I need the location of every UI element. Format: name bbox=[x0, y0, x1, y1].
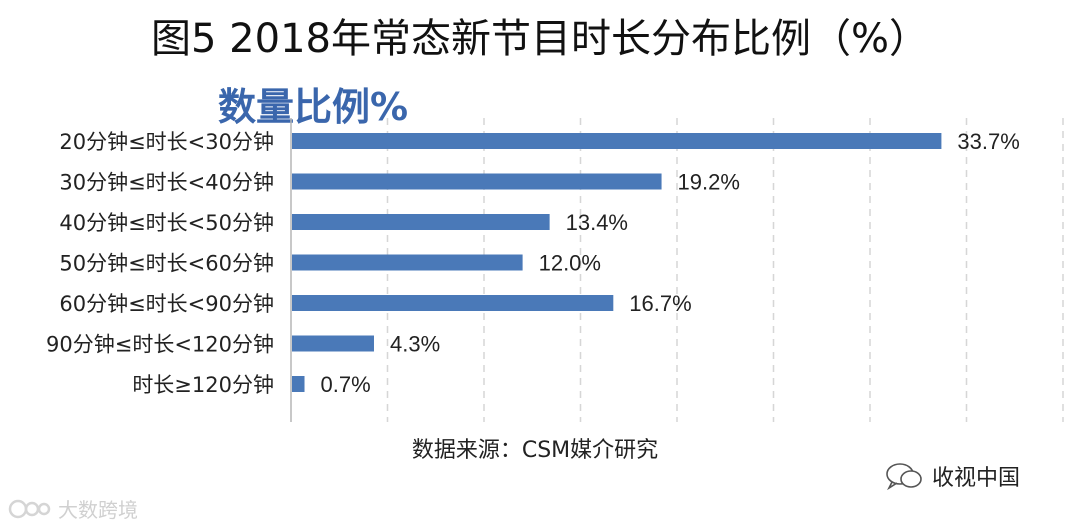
category-label: 时长≥120分钟 bbox=[132, 373, 274, 397]
data-label: 12.0% bbox=[539, 251, 601, 276]
chart-subtitle: 数量比例% bbox=[218, 85, 409, 129]
watermark: 大数跨境 bbox=[8, 494, 138, 523]
bar bbox=[292, 133, 942, 149]
data-label: 4.3% bbox=[390, 332, 440, 357]
category-label: 20分钟≤时长<30分钟 bbox=[59, 130, 274, 154]
chart-title: 图5 2018年常态新节目时长分布比例（%） bbox=[151, 16, 929, 62]
data-label: 0.7% bbox=[321, 372, 371, 397]
bar bbox=[292, 376, 305, 392]
data-label: 33.7% bbox=[957, 129, 1019, 154]
bar bbox=[292, 335, 374, 352]
category-label: 60分钟≤时长<90分钟 bbox=[59, 292, 274, 316]
bar bbox=[292, 295, 614, 311]
category-label: 40分钟≤时长<50分钟 bbox=[59, 211, 274, 235]
brand-logo: 收视中国 bbox=[884, 460, 1020, 492]
brand-name: 收视中国 bbox=[932, 466, 1021, 491]
category-label: 30分钟≤时长<40分钟 bbox=[59, 171, 274, 195]
gridlines bbox=[386, 118, 1064, 422]
wechat-icon bbox=[886, 463, 922, 491]
bar bbox=[292, 254, 523, 271]
source-note: 数据来源：CSM媒介研究 bbox=[411, 438, 659, 463]
category-label: 50分钟≤时长<60分钟 bbox=[59, 252, 274, 276]
bars: 20分钟≤时长<30分钟 33.7% 30分钟≤时长<40分钟 19.2% 40分钟≤时… bbox=[46, 129, 1020, 397]
category-label: 90分钟≤时长<120分钟 bbox=[46, 333, 274, 357]
watermark-logo-icon bbox=[8, 499, 51, 518]
bar bbox=[292, 173, 662, 190]
data-label: 16.7% bbox=[629, 291, 691, 316]
data-label: 19.2% bbox=[678, 170, 740, 195]
bar bbox=[292, 214, 550, 230]
data-label: 13.4% bbox=[566, 210, 628, 235]
watermark-text: 大数跨境 bbox=[58, 498, 138, 522]
